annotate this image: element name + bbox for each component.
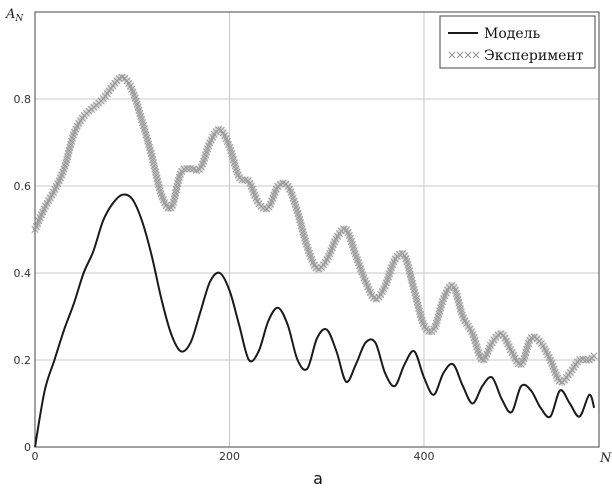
legend-box [439,15,596,69]
series-layer [31,73,598,448]
figure-caption: а [313,469,323,488]
data-marker [183,165,191,173]
series-experiment-band [31,73,597,386]
legend-label-experiment: Эксперимент [484,48,584,64]
data-marker [186,165,194,173]
y-tick-label: 0.4 [14,267,32,280]
x-tick-label: 0 [32,450,39,463]
y-axis-label: AN [5,7,24,24]
legend-x-marker [464,51,472,59]
x-tick-label: 400 [413,450,434,463]
legend-x-marker [472,51,480,59]
y-tick-label: 0.2 [14,354,32,367]
legend-x-marker [448,51,456,59]
data-marker [238,176,246,184]
series-model-line [34,193,596,448]
x-tick-label: 200 [219,450,240,463]
legend: Модель Эксперимент [439,15,596,69]
y-tick-label: 0 [24,441,31,454]
data-marker [164,204,172,212]
data-marker [590,352,598,360]
series-experiment [31,73,598,386]
y-tick-label: 0.8 [14,93,32,106]
y-tick-label: 0.6 [14,180,32,193]
legend-marker-experiment [448,51,480,59]
legend-x-marker [456,51,464,59]
x-axis-label: N [599,451,612,466]
data-marker [425,327,433,335]
legend-label-model: Модель [484,26,541,42]
tick-labels: 0 200 400 0 0.2 0.4 0.6 0.8 [14,93,435,463]
grid [35,12,599,447]
series-model [34,193,596,448]
data-marker [477,355,485,363]
data-marker [582,356,590,364]
